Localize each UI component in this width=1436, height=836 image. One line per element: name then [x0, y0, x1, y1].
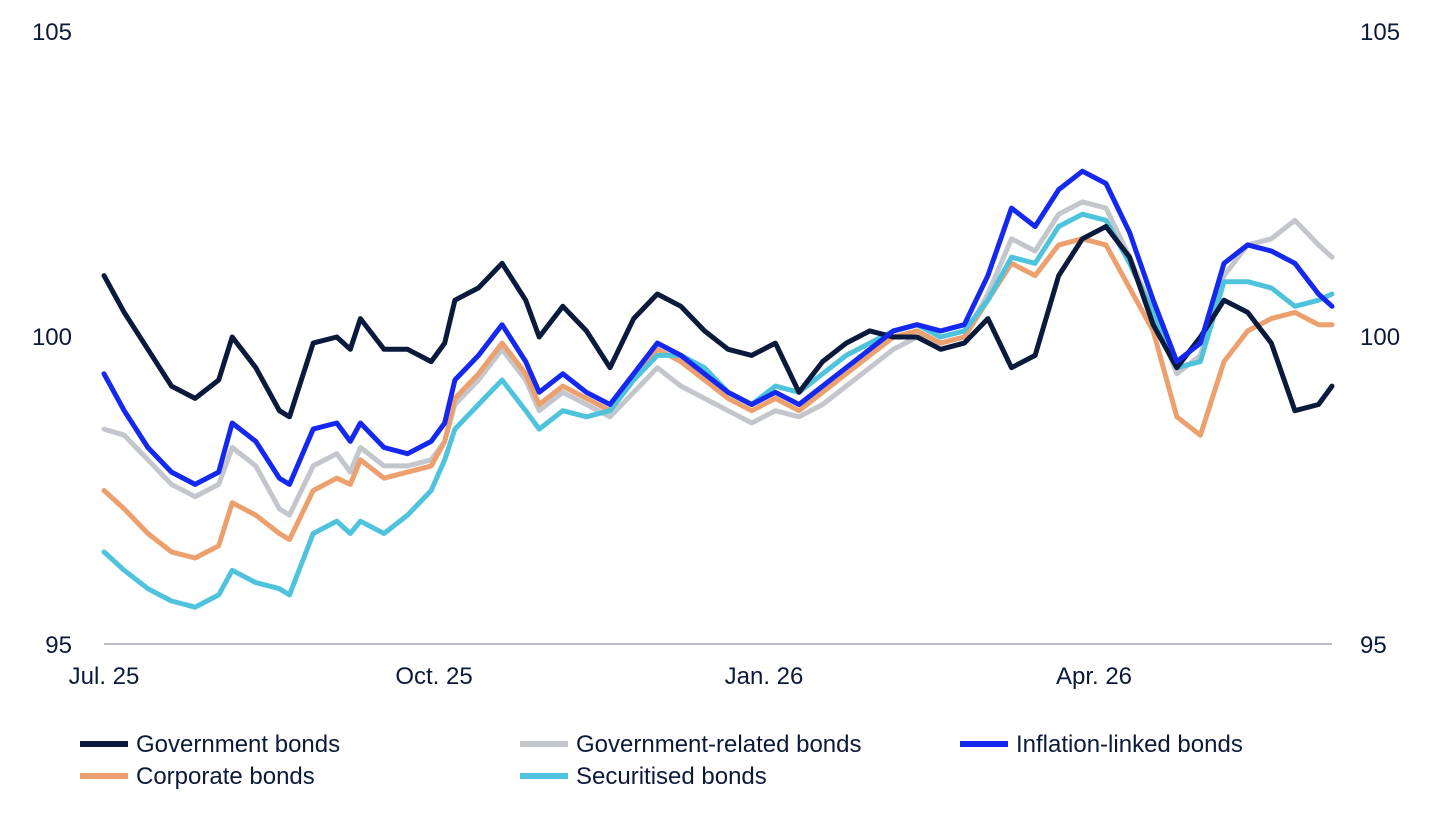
y-tick-right-105: 105: [1360, 19, 1400, 46]
x-axis-ticks: Jul. 25 Oct. 25 Jan. 26 Apr. 26: [69, 663, 1132, 690]
x-tick-apr-26: Apr. 26: [1056, 663, 1132, 690]
legend-item-securitised-bonds: Securitised bonds: [520, 763, 767, 790]
series-line-government-bonds: [101, 224, 1335, 420]
y-axis-right: 105 100 95: [1360, 19, 1400, 659]
legend-label-government-related-bonds: Government-related bonds: [576, 731, 862, 758]
x-tick-jul-25: Jul. 25: [69, 663, 140, 690]
y-tick-right-100: 100: [1360, 324, 1400, 351]
legend-label-government-bonds: Government bonds: [136, 731, 340, 758]
legend: Government bonds Government-related bond…: [80, 731, 1243, 790]
series-line-inflation-linked-bonds: [101, 168, 1335, 487]
y-axis-left: 105 100 95: [32, 19, 72, 659]
series-lines: [101, 168, 1335, 610]
series-line-corporate-bonds: [101, 236, 1335, 561]
x-tick-jan-26: Jan. 26: [725, 663, 804, 690]
legend-label-corporate-bonds: Corporate bonds: [136, 763, 315, 790]
legend-label-securitised-bonds: Securitised bonds: [576, 763, 767, 790]
legend-label-inflation-linked-bonds: Inflation-linked bonds: [1016, 731, 1243, 758]
y-tick-right-95: 95: [1360, 632, 1387, 659]
legend-item-corporate-bonds: Corporate bonds: [80, 763, 315, 790]
legend-item-government-related-bonds: Government-related bonds: [520, 731, 862, 758]
series-line-securitised-bonds: [101, 211, 1335, 610]
legend-item-inflation-linked-bonds: Inflation-linked bonds: [960, 731, 1243, 758]
y-tick-left-100: 100: [32, 324, 72, 351]
y-tick-left-105: 105: [32, 19, 72, 46]
y-tick-left-95: 95: [45, 632, 72, 659]
legend-item-government-bonds: Government bonds: [80, 731, 340, 758]
x-tick-oct-25: Oct. 25: [395, 663, 472, 690]
series-line-government-related-bonds: [101, 199, 1335, 518]
